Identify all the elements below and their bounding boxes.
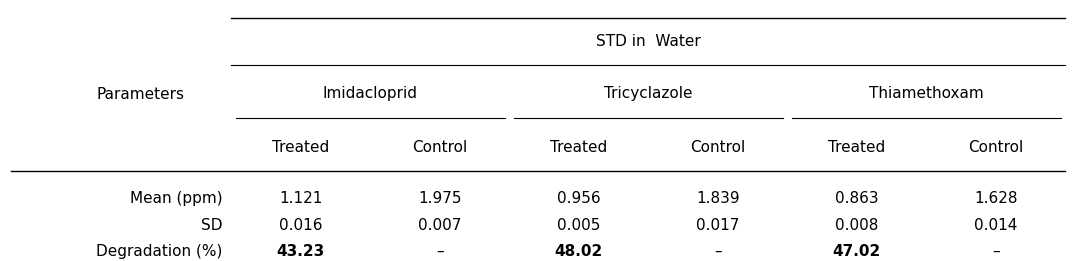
Text: Treated: Treated xyxy=(550,140,608,156)
Text: –: – xyxy=(992,244,1000,259)
Text: 1.975: 1.975 xyxy=(419,191,462,206)
Text: 1.839: 1.839 xyxy=(696,191,739,206)
Text: Parameters: Parameters xyxy=(97,87,185,102)
Text: 0.956: 0.956 xyxy=(557,191,600,206)
Text: 0.016: 0.016 xyxy=(279,218,323,233)
Text: Control: Control xyxy=(968,140,1023,156)
Text: 0.008: 0.008 xyxy=(835,218,878,233)
Text: 0.007: 0.007 xyxy=(419,218,462,233)
Text: Tricyclazole: Tricyclazole xyxy=(604,86,693,101)
Text: 43.23: 43.23 xyxy=(277,244,325,259)
Text: 1.628: 1.628 xyxy=(974,191,1018,206)
Text: 48.02: 48.02 xyxy=(554,244,603,259)
Text: STD in  Water: STD in Water xyxy=(596,34,700,49)
Text: Treated: Treated xyxy=(272,140,329,156)
Text: 0.017: 0.017 xyxy=(696,218,739,233)
Text: SD: SD xyxy=(201,218,223,233)
Text: 0.014: 0.014 xyxy=(974,218,1018,233)
Text: –: – xyxy=(714,244,722,259)
Text: Control: Control xyxy=(690,140,746,156)
Text: Imidacloprid: Imidacloprid xyxy=(323,86,417,101)
Text: Degradation (%): Degradation (%) xyxy=(97,244,223,259)
Text: Treated: Treated xyxy=(829,140,886,156)
Text: Mean (ppm): Mean (ppm) xyxy=(130,191,223,206)
Text: Thiamethoxam: Thiamethoxam xyxy=(869,86,983,101)
Text: 47.02: 47.02 xyxy=(833,244,881,259)
Text: –: – xyxy=(436,244,443,259)
Text: 1.121: 1.121 xyxy=(279,191,323,206)
Text: Control: Control xyxy=(412,140,467,156)
Text: 0.863: 0.863 xyxy=(835,191,879,206)
Text: 0.005: 0.005 xyxy=(557,218,600,233)
